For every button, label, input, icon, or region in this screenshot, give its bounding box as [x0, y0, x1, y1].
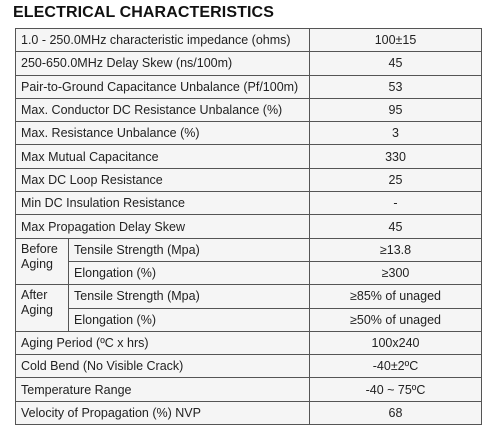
row-label: Min DC Insulation Resistance [15, 191, 310, 216]
row-label: Max DC Loop Resistance [15, 167, 310, 193]
table-row: Max DC Loop Resistance 25 [15, 167, 482, 193]
table-row: 1.0 - 250.0MHz characteristic impedance … [15, 27, 482, 53]
row-value: 25 [309, 167, 482, 193]
row-label: Max Propagation Delay Skew [15, 214, 310, 239]
row-value: -40 ~ 75ºC [309, 377, 482, 402]
row-label: Temperature Range [15, 377, 310, 402]
row-label: Max Mutual Capacitance [15, 144, 310, 169]
after-aging-tensile-label: Tensile Strength (Mpa) [68, 284, 310, 309]
table-row: Velocity of Propagation (%) NVP 68 [15, 400, 482, 426]
after-aging-elongation-value: ≥50% of unaged [309, 307, 482, 332]
table-row: Max. Resistance Unbalance (%) 3 [15, 121, 482, 146]
row-value: 53 [309, 74, 482, 99]
table-row: Max Mutual Capacitance 330 [15, 144, 482, 169]
table-row: Aging Period (ºC x hrs) 100x240 [15, 330, 482, 356]
table-row: Elongation (%) ≥50% of unaged [16, 307, 482, 332]
row-value: 100±15 [309, 27, 482, 53]
table-row: Before Aging Tensile Strength (Mpa) ≥13.… [15, 237, 482, 286]
row-label: Max. Resistance Unbalance (%) [15, 121, 310, 146]
table-row: Min DC Insulation Resistance - [15, 191, 482, 216]
table-row: Pair-to-Ground Capacitance Unbalance (Pf… [15, 74, 482, 99]
row-label: Velocity of Propagation (%) NVP [15, 400, 310, 426]
row-value: 45 [309, 214, 482, 239]
before-aging-tensile-value: ≥13.8 [309, 237, 482, 262]
table-row: 250-650.0MHz Delay Skew (ns/100m) 45 [15, 51, 482, 76]
table-row: After Aging Tensile Strength (Mpa) ≥85% … [15, 284, 482, 332]
row-value: 100x240 [309, 330, 482, 356]
section-heading: ELECTRICAL CHARACTERISTICS [13, 4, 274, 21]
table-row: Temperature Range -40 ~ 75ºC [15, 377, 482, 402]
before-aging-group-label: Before Aging [15, 237, 69, 286]
table-row: Cold Bend (No Visible Crack) -40±2ºC [15, 354, 482, 379]
row-label: Aging Period (ºC x hrs) [15, 330, 310, 356]
before-aging-elongation-value: ≥300 [309, 260, 482, 286]
table-row: Max Propagation Delay Skew 45 [15, 214, 482, 239]
row-value: 95 [309, 97, 482, 123]
row-label: Cold Bend (No Visible Crack) [15, 354, 310, 379]
row-label: Max. Conductor DC Resistance Unbalance (… [15, 97, 310, 123]
after-aging-group-label: After Aging [15, 284, 69, 332]
row-value: 330 [309, 144, 482, 169]
row-label: 1.0 - 250.0MHz characteristic impedance … [15, 27, 310, 53]
row-label: 250-650.0MHz Delay Skew (ns/100m) [15, 51, 310, 76]
row-value: 45 [309, 51, 482, 76]
electrical-characteristics-table: 1.0 - 250.0MHz characteristic impedance … [15, 27, 482, 426]
after-aging-tensile-value: ≥85% of unaged [309, 284, 482, 309]
row-value: -40±2ºC [309, 354, 482, 379]
table-row: Elongation (%) ≥300 [16, 260, 482, 286]
row-value: - [309, 191, 482, 216]
row-value: 68 [309, 400, 482, 426]
row-value: 3 [309, 121, 482, 146]
after-aging-elongation-label: Elongation (%) [68, 307, 310, 332]
row-label: Pair-to-Ground Capacitance Unbalance (Pf… [15, 74, 310, 99]
table-row: Max. Conductor DC Resistance Unbalance (… [15, 97, 482, 123]
before-aging-tensile-label: Tensile Strength (Mpa) [68, 237, 310, 262]
before-aging-elongation-label: Elongation (%) [68, 260, 310, 286]
